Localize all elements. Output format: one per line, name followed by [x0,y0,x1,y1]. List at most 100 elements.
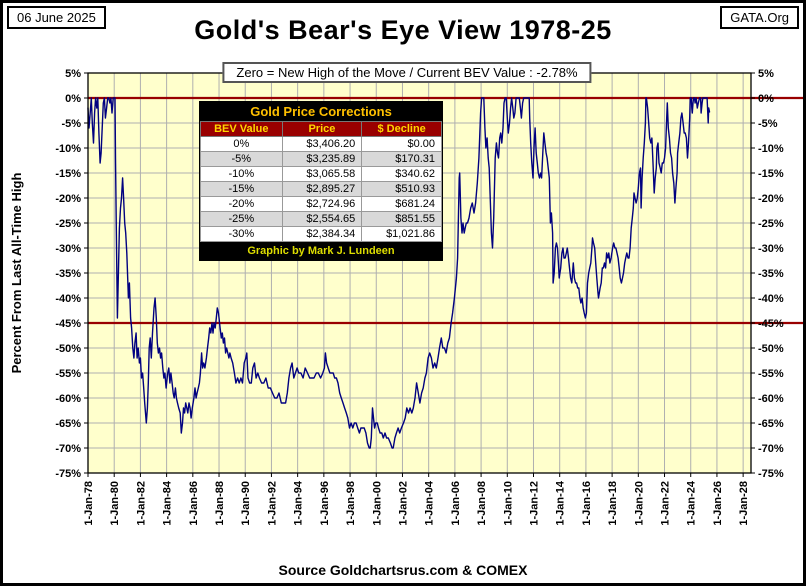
correction-cell: 0% [200,136,283,152]
x-axis-tick-label: 1-Jan-10 [502,481,514,526]
correction-cell: -10% [200,166,283,182]
correction-cell: $3,235.89 [281,151,363,167]
x-axis-tick-label: 1-Jan-82 [135,481,147,526]
y-axis-tick-label-right: 0% [758,93,774,105]
y-axis-tick-label-left: -5% [61,118,81,130]
correction-row: 0% $3,406.20 $0.00 [200,136,442,152]
correction-cell: $340.62 [361,166,442,182]
y-axis-tick-label-right: -10% [758,143,784,155]
correction-cell: $2,724.96 [281,196,363,212]
x-axis-tick-label: 1-Jan-12 [528,481,540,526]
correction-cell: $681.24 [361,196,442,212]
x-axis-tick-label: 1-Jan-92 [266,481,278,526]
correction-row: -10% $3,065.58 $340.62 [200,166,442,182]
y-axis-tick-label-left: -40% [55,293,81,305]
corrections-header-row: BEV Value Price $ Decline [200,121,442,137]
y-axis-tick-label-left: -55% [55,368,81,380]
col-header-decline: $ Decline [361,121,442,137]
x-axis-tick-label: 1-Jan-98 [345,481,357,526]
x-axis-tick-label: 1-Jan-00 [371,481,383,526]
correction-cell: $3,406.20 [281,136,363,152]
correction-cell: $2,554.65 [281,211,363,227]
y-axis-tick-label-left: 0% [65,93,81,105]
correction-cell: -15% [200,181,283,197]
x-axis-tick-label: 1-Jan-78 [83,481,95,526]
correction-cell: -20% [200,196,283,212]
y-axis-tick-label-left: -15% [55,168,81,180]
x-axis-tick-label: 1-Jan-96 [319,481,331,526]
x-axis-tick-label: 1-Jan-18 [607,481,619,526]
correction-cell: $170.31 [361,151,442,167]
y-axis-tick-label-right: -25% [758,218,784,230]
y-axis-tick-label-left: -25% [55,218,81,230]
correction-row: -30% $2,384.34 $1,021.86 [200,226,442,242]
x-axis-tick-label: 1-Jan-90 [240,481,252,526]
correction-cell: $0.00 [361,136,442,152]
x-axis-tick-label: 1-Jan-24 [686,480,698,526]
col-header-price: Price [281,121,363,137]
y-axis-tick-label-right: -55% [758,368,784,380]
subtitle-box: Zero = New High of the Move / Current BE… [222,62,592,83]
y-axis-tick-label-right: -50% [758,343,784,355]
y-axis-tick-label-right: -40% [758,293,784,305]
y-axis-tick-label-left: -35% [55,268,81,280]
correction-row: -25% $2,554.65 $851.55 [200,211,442,227]
x-axis-tick-label: 1-Jan-04 [424,480,436,526]
y-axis-tick-label-right: -60% [758,393,784,405]
x-axis-tick-label: 1-Jan-86 [188,481,200,526]
correction-cell: $851.55 [361,211,442,227]
col-header-bev-value: BEV Value [200,121,283,137]
y-axis-tick-label-left: 5% [65,68,81,80]
y-axis-tick-label-right: -30% [758,243,784,255]
x-axis-tick-label: 1-Jan-22 [660,481,672,526]
y-axis-tick-label-left: -75% [55,468,81,480]
y-axis-tick-label-left: -65% [55,418,81,430]
correction-cell: $510.93 [361,181,442,197]
y-axis-tick-label-right: -5% [758,118,778,130]
y-axis-tick-label-right: -65% [758,418,784,430]
y-axis-tick-label-right: 5% [758,68,774,80]
x-axis-tick-label: 1-Jan-16 [581,481,593,526]
bev-line [87,97,711,449]
y-axis-tick-label-left: -20% [55,193,81,205]
source-credit: Source Goldchartsrus.com & COMEX [278,562,528,578]
y-axis-tick-label-left: -60% [55,393,81,405]
date-badge: 06 June 2025 [7,6,106,29]
y-axis-tick-label-right: -45% [758,318,784,330]
y-axis-tick-label-right: -15% [758,168,784,180]
corrections-title: Gold Price Corrections [200,102,442,121]
correction-row: -15% $2,895.27 $510.93 [200,181,442,197]
bev-chart: 5% 5%0% 0%-5% -5%-10% -10%-15% -15%-20% -20%-2… [9,68,803,526]
y-axis-tick-label-left: -45% [55,318,81,330]
correction-row: -5% $3,235.89 $170.31 [200,151,442,167]
correction-cell: -30% [200,226,283,242]
y-axis-tick-label-right: -75% [758,468,784,480]
x-axis-tick-label: 1-Jan-02 [397,481,409,526]
y-axis-tick-label-right: -20% [758,193,784,205]
y-axis-tick-label-right: -35% [758,268,784,280]
correction-cell: $3,065.58 [281,166,363,182]
correction-cell: -5% [200,151,283,167]
org-badge: GATA.Org [720,6,799,29]
correction-row: -20% $2,724.96 $681.24 [200,196,442,212]
x-axis-tick-label: 1-Jan-26 [712,481,724,526]
x-axis-tick-label: 1-Jan-80 [109,481,121,526]
y-axis-tick-label-left: -50% [55,343,81,355]
corrections-grid: BEV Value Price $ Decline 0% $3,406.20 $0.… [200,121,442,242]
y-axis-tick-label-left: -10% [55,143,81,155]
y-axis-tick-label-left: -70% [55,443,81,455]
correction-cell: $2,384.34 [281,226,363,242]
corrections-credit: Graphic by Mark J. Lundeen [200,242,442,260]
x-axis-tick-label: 1-Jan-84 [162,480,174,526]
correction-cell: $2,895.27 [281,181,363,197]
x-axis-tick-label: 1-Jan-20 [633,481,645,526]
x-axis-tick-label: 1-Jan-08 [476,481,488,526]
y-axis-title: Percent From Last All-Time High [9,173,24,374]
x-axis-tick-label: 1-Jan-14 [555,480,567,526]
correction-cell: -25% [200,211,283,227]
correction-cell: $1,021.86 [361,226,442,242]
page-title: Gold's Bear's Eye View 1978-25 [194,15,612,45]
corrections-table: Gold Price Corrections BEV Value Price $… [199,101,443,261]
x-axis-tick-label: 1-Jan-94 [293,480,305,526]
